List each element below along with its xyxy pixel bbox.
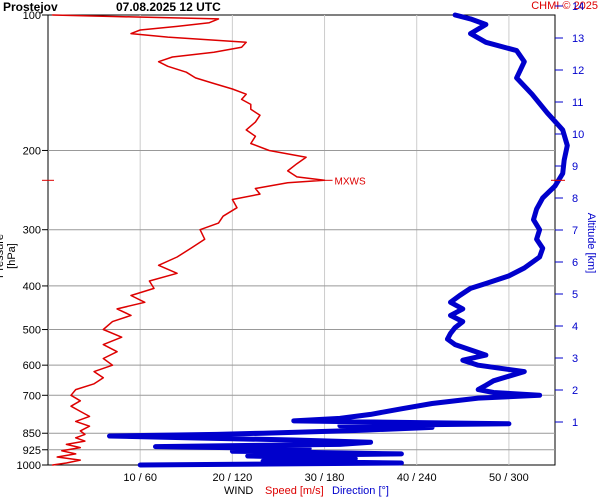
altitude-tick-label: 13	[572, 33, 584, 45]
x-tick-label: 20 / 120	[212, 472, 252, 484]
mxws-label: MXWS	[335, 176, 366, 187]
altitude-tick-label: 4	[572, 321, 578, 333]
pressure-axis-label: Pressure [hPa]	[0, 233, 18, 279]
altitude-tick-label: 11	[572, 97, 583, 109]
legend-wind: WIND	[224, 485, 254, 497]
altitude-tick-label: 3	[572, 353, 578, 365]
altitude-tick-label: 10	[572, 129, 584, 141]
pressure-tick-label: 300	[23, 225, 41, 237]
pressure-tick-label: 500	[23, 325, 41, 337]
legend-speed: Speed [m/s]	[265, 485, 324, 497]
altitude-tick-label: 5	[572, 289, 578, 301]
pressure-tick-label: 700	[23, 390, 41, 402]
x-tick-label: 10 / 60	[123, 472, 157, 484]
altitude-tick-label: 2	[572, 385, 578, 397]
altitude-tick-label: 14	[572, 1, 584, 13]
pressure-tick-label: 600	[23, 360, 41, 372]
altitude-tick-label: 1	[572, 417, 578, 429]
speed-series-line	[51, 14, 326, 466]
x-tick-label: 30 / 180	[305, 472, 345, 484]
pressure-tick-label: 100	[23, 10, 41, 22]
direction-series-line	[107, 12, 570, 468]
altitude-tick-label: 9	[572, 161, 578, 173]
altitude-axis-label: Altitude [km]	[585, 212, 597, 274]
altitude-tick-label: 6	[572, 257, 578, 269]
pressure-tick-label: 850	[23, 428, 41, 440]
legend-direction: Direction [°]	[332, 485, 389, 497]
pressure-tick-label: 400	[23, 281, 41, 293]
altitude-tick-label: 7	[572, 225, 578, 237]
sounding-datetime: 07.08.2025 12 UTC	[116, 0, 221, 14]
pressure-tick-label: 200	[23, 145, 41, 157]
x-tick-label: 40 / 240	[397, 472, 437, 484]
pressure-tick-label: 925	[23, 445, 41, 457]
x-tick-label: 50 / 300	[489, 472, 529, 484]
altitude-tick-label: 12	[572, 65, 584, 77]
pressure-tick-label: 1000	[17, 460, 41, 472]
station-name: Prostejov	[3, 0, 58, 14]
copyright-label: CHMI © 2025	[531, 0, 598, 12]
altitude-tick-label: 8	[572, 193, 578, 205]
